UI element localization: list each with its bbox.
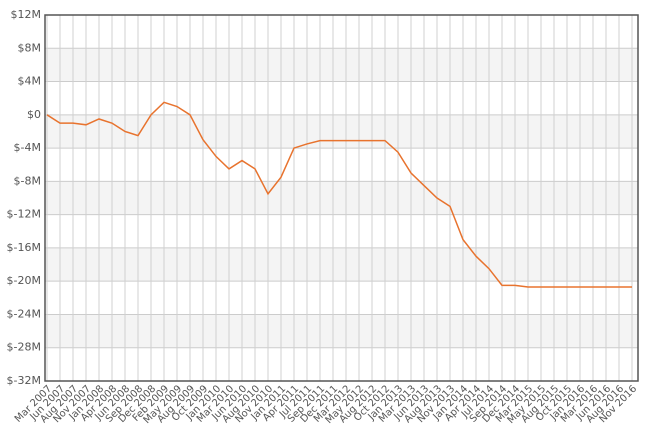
grid-band xyxy=(45,247,638,282)
grid-band xyxy=(45,48,638,82)
y-tick-label: $-24M xyxy=(7,307,41,320)
y-tick-label: $-32M xyxy=(7,374,41,387)
y-tick-label: $-12M xyxy=(7,208,41,221)
grid-band xyxy=(45,114,638,149)
grid-band xyxy=(45,181,638,215)
y-tick-label: $-16M xyxy=(7,241,41,254)
y-tick-label: $12M xyxy=(11,8,42,21)
plot-border xyxy=(44,14,639,382)
y-tick-label: $-28M xyxy=(7,341,41,354)
y-tick-label: $-8M xyxy=(14,174,41,187)
y-tick-label: $-4M xyxy=(14,141,41,154)
y-tick-label: $8M xyxy=(18,41,42,54)
grid-band xyxy=(45,314,638,348)
line xyxy=(46,101,632,288)
y-tick-label: $0 xyxy=(27,108,41,121)
y-tick-label: $4M xyxy=(18,75,42,88)
y-tick-label: $-20M xyxy=(7,274,41,287)
